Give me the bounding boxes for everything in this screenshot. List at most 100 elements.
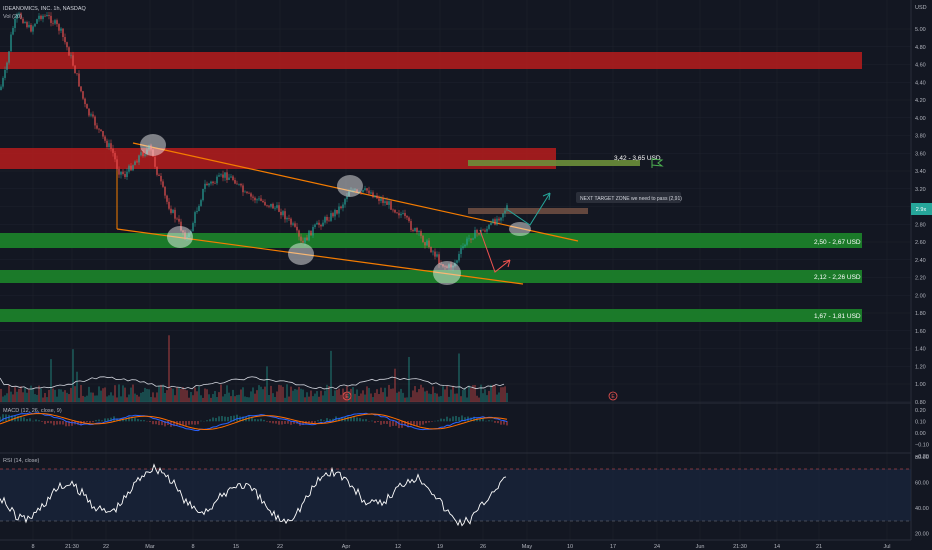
earnings-marker[interactable] <box>608 391 618 401</box>
macd-histogram-bar <box>380 421 382 425</box>
macd-histogram-bar <box>20 416 22 422</box>
candle <box>130 165 132 171</box>
volume-bar <box>108 395 110 402</box>
volume-bar <box>270 385 272 402</box>
volume-bar <box>466 397 468 402</box>
candle <box>500 217 502 221</box>
price-tick: 1.00 <box>915 382 926 388</box>
volume-bar <box>288 396 290 402</box>
volume-bar <box>200 395 202 402</box>
volume-bar <box>266 366 268 402</box>
bearish-arrow[interactable] <box>479 229 511 273</box>
target-zone-lower[interactable] <box>468 208 588 214</box>
volume-bar <box>404 397 406 402</box>
candle <box>344 199 346 205</box>
volume-bar <box>478 397 480 402</box>
volume-bar <box>310 390 312 402</box>
touch-marker[interactable] <box>167 226 193 248</box>
volume-bar <box>280 385 282 402</box>
volume-bar <box>184 389 186 402</box>
volume-bar <box>444 389 446 402</box>
candle <box>78 73 80 87</box>
macd-histogram-bar <box>254 419 256 422</box>
candle <box>412 229 414 232</box>
support-zone-3[interactable] <box>0 309 862 322</box>
candle <box>96 125 98 129</box>
rsi-axis[interactable]: 80.00 60.00 40.00 20.00 <box>915 455 929 538</box>
time-tick: 21:30 <box>733 544 747 550</box>
macd-histogram-bar <box>65 421 67 427</box>
zone-label-4: 1,67 - 1,81 USD <box>814 313 861 320</box>
volume-bar <box>86 395 88 402</box>
macd-histogram-bar <box>425 421 427 424</box>
price-axis[interactable]: 5.00 4.80 4.60 4.40 4.20 4.00 3.80 3.60 3.40 3.20… <box>915 27 926 406</box>
macd-histogram-bar <box>281 421 283 425</box>
candle <box>336 209 338 214</box>
candle <box>232 176 234 181</box>
price-tick: 4.60 <box>915 63 926 69</box>
candle <box>268 205 270 207</box>
volume-bar <box>284 397 286 402</box>
next-target-callout: NEXT TARGET ZONE we need to pass (2,91) <box>580 196 682 202</box>
support-zone-1[interactable] <box>0 233 862 248</box>
volume-bar <box>406 397 408 402</box>
bullish-arrow[interactable] <box>507 192 551 226</box>
candle <box>72 55 74 66</box>
volume-bar <box>272 393 274 402</box>
candle <box>176 218 178 220</box>
volume-bar <box>324 390 326 402</box>
candle <box>444 266 446 267</box>
volume-bar <box>160 384 162 402</box>
macd-histogram-bar <box>164 421 166 427</box>
upper-trendline[interactable] <box>132 142 579 242</box>
touch-marker[interactable] <box>337 175 363 197</box>
macd-histogram-bar <box>323 420 325 422</box>
candle <box>192 223 194 232</box>
macd-histogram-bar <box>332 418 334 422</box>
macd-axis[interactable]: 0.20 0.10 0.00 −0.10 −0.20 <box>915 408 929 460</box>
candle <box>70 55 72 56</box>
time-axis[interactable]: 8 21:30 22 Mar 8 15 22 Apr 12 19 26 May 10 17 24 Jun 21:… <box>31 544 890 550</box>
volume-bar <box>464 387 466 402</box>
candle <box>150 145 152 150</box>
macd-histogram-bar <box>89 421 91 423</box>
time-tick: 17 <box>610 544 616 550</box>
candle <box>82 91 84 99</box>
resistance-zone-top[interactable] <box>0 52 862 69</box>
macd-histogram-bar <box>206 420 208 422</box>
candle <box>86 104 88 109</box>
flag-icon[interactable] <box>651 158 664 168</box>
volume-bar <box>38 385 40 402</box>
volume-bar <box>232 389 234 402</box>
volume-bar <box>0 388 2 402</box>
target-zone-upper[interactable] <box>468 160 640 166</box>
touch-marker[interactable] <box>140 134 166 156</box>
candle <box>144 154 146 157</box>
touch-marker[interactable] <box>288 243 314 265</box>
candle <box>8 51 10 63</box>
time-tick: 15 <box>233 544 239 550</box>
candle <box>406 215 408 218</box>
volume-bar <box>484 389 486 402</box>
touch-marker[interactable] <box>509 222 531 236</box>
candle <box>502 213 504 218</box>
candle <box>274 207 276 209</box>
candle <box>420 231 422 236</box>
candle <box>418 231 420 233</box>
volume-bar <box>138 396 140 402</box>
price-tick: 4.20 <box>915 98 926 104</box>
time-tick: Mar <box>145 544 155 550</box>
earnings-marker[interactable] <box>342 391 352 401</box>
candle <box>472 238 474 240</box>
candle <box>276 205 278 208</box>
candle <box>26 22 28 28</box>
candle <box>38 15 40 20</box>
support-zone-2[interactable] <box>0 270 862 283</box>
candle <box>326 216 328 221</box>
volume-bar <box>426 390 428 402</box>
touch-marker[interactable] <box>433 261 461 285</box>
volume-bar <box>142 391 144 402</box>
candle <box>318 222 320 225</box>
candle <box>294 223 296 227</box>
